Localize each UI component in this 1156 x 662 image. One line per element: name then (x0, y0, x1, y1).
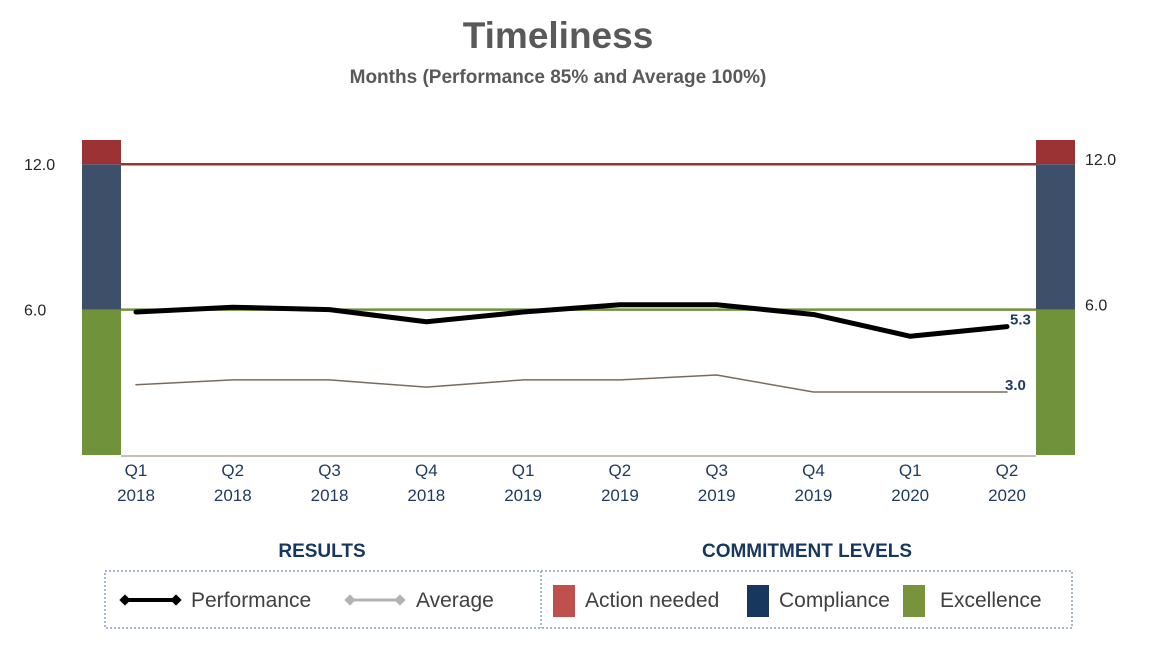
x-tick-year-6: 2019 (698, 486, 736, 505)
legend-action-needed-label: Action needed (585, 589, 719, 612)
x-tick-year-0: 2018 (117, 486, 155, 505)
y-tick-right-0: 12.0 (1085, 152, 1116, 169)
average-series-line (135, 374, 1008, 393)
compliance-swatch (747, 585, 769, 617)
right-compliance-band (1036, 164, 1075, 310)
legend-performance-label: Performance (191, 589, 311, 612)
performance-end-label: 5.3 (1010, 312, 1031, 329)
action-needed-swatch (553, 585, 575, 617)
x-tick-year-5: 2019 (601, 486, 639, 505)
legend: RESULTS COMMITMENT LEVELS Performance Av… (104, 541, 1073, 629)
average-marker-left (344, 594, 356, 606)
x-tick-year-8: 2020 (891, 486, 929, 505)
y-tick-left-1: 6.0 (24, 303, 46, 320)
legend-item-excellence: Excellence (903, 585, 1042, 617)
x-tick-quarter-5: Q2 (609, 461, 632, 480)
y-tick-right-1: 6.0 (1085, 298, 1107, 315)
y-tick-left-0: 12.0 (24, 157, 55, 174)
performance-series-line (133, 302, 1010, 339)
chart-subtitle: Months (Performance 85% and Average 100%… (350, 67, 767, 88)
left-action-needed-band (82, 140, 121, 165)
plot-area: 12.0 6.0 12.0 6.0 Q1 2018 Q2 2018 Q3 2018 Q4 2018 Q1… (24, 140, 1116, 505)
legend-compliance-label: Compliance (779, 589, 890, 612)
legend-item-average: Average (344, 589, 494, 612)
x-tick-year-2: 2018 (311, 486, 349, 505)
performance-marker-right (170, 594, 182, 606)
legend-average-label: Average (416, 589, 494, 612)
right-excellence-band (1036, 309, 1075, 455)
average-marker-right (394, 594, 406, 606)
x-tick-year-7: 2019 (795, 486, 833, 505)
legend-excellence-label: Excellence (940, 589, 1042, 612)
x-tick-quarter-3: Q4 (415, 461, 438, 480)
left-excellence-band (82, 309, 121, 455)
chart-title: Timeliness (463, 15, 654, 56)
legend-results-title: RESULTS (278, 541, 365, 562)
x-tick-quarter-0: Q1 (125, 461, 148, 480)
x-tick-year-9: 2020 (988, 486, 1026, 505)
x-tick-year-4: 2019 (504, 486, 542, 505)
legend-item-action-needed: Action needed (553, 585, 719, 617)
x-tick-year-3: 2018 (407, 486, 445, 505)
x-tick-quarter-6: Q3 (705, 461, 728, 480)
performance-marker-left (119, 594, 131, 606)
x-tick-quarter-1: Q2 (221, 461, 244, 480)
x-tick-quarter-2: Q3 (318, 461, 341, 480)
x-tick-quarter-9: Q2 (996, 461, 1019, 480)
legend-commitment-title: COMMITMENT LEVELS (702, 541, 912, 562)
left-compliance-band (82, 164, 121, 310)
x-tick-year-1: 2018 (214, 486, 252, 505)
average-end-label: 3.0 (1005, 377, 1026, 394)
x-tick-quarter-4: Q1 (512, 461, 535, 480)
legend-item-performance: Performance (119, 589, 311, 612)
x-tick-quarter-7: Q4 (802, 461, 825, 480)
right-action-needed-band (1036, 140, 1075, 165)
legend-item-compliance: Compliance (747, 585, 890, 617)
x-tick-quarter-8: Q1 (899, 461, 922, 480)
excellence-swatch (903, 585, 925, 617)
